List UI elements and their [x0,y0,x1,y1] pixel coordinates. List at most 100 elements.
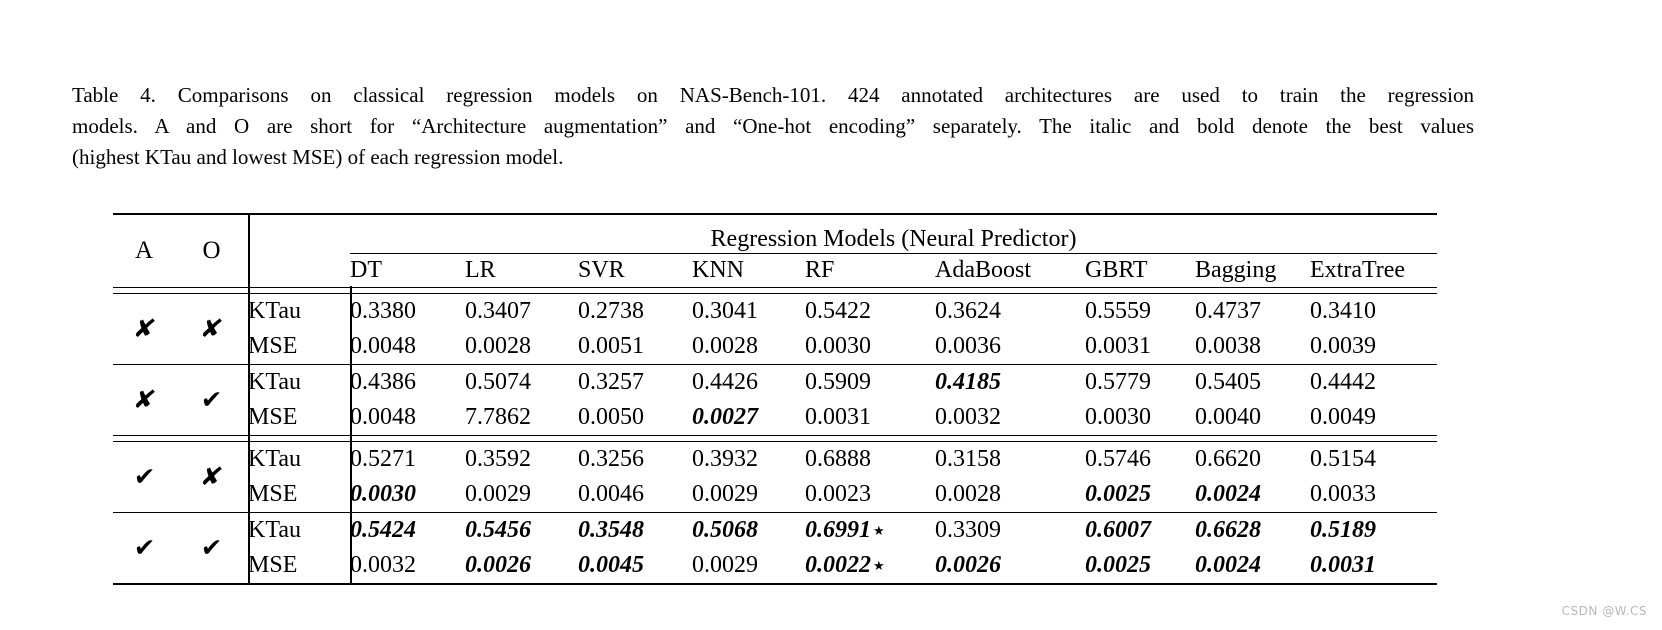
value-rf-ktau: 0.5909 [805,364,935,400]
table-header: A O Regression Models (Neural Predictor)… [113,214,1437,288]
col-header-adaboost: AdaBoost [935,257,1031,283]
caption-line-1: Table 4. Comparisons on classical regres… [72,83,1474,107]
value-lr-ktau: 0.5456 [465,512,578,548]
a-cross-icon: ✘ [113,364,175,436]
value-extratree-mse: 0.0049 [1310,404,1376,430]
value-lr-ktau: 0.3592 [465,446,531,472]
value-adaboost-ktau: 0.3158 [935,446,1001,472]
table-vertical-rule-right [350,286,352,585]
best-overall-star-icon: ★ [873,524,885,539]
value-adaboost-ktau: 0.3309 [935,512,1085,548]
value-extratree-mse: 0.0031 [1310,552,1376,578]
col-header-dt: DT [350,257,382,283]
value-lr-mse: 0.0029 [465,481,531,507]
col-header-metric-empty [248,214,350,288]
o-cross-icon: ✘ [175,294,248,365]
value-adaboost-mse: 0.0028 [935,481,1001,507]
metric-label-ktau: KTau [248,298,301,324]
value-knn-ktau: 0.4426 [692,364,805,400]
metric-label-mse: MSE [248,333,298,359]
value-lr-ktau: 0.5074 [465,364,578,400]
value-dt-ktau: 0.4386 [350,364,465,400]
value-knn-mse: 0.0029 [692,481,758,507]
value-bagging-ktau: 0.5405 [1195,364,1310,400]
col-header-o: O [202,237,221,264]
value-dt-mse: 0.0030 [350,481,416,507]
value-svr-mse: 0.0051 [578,333,644,359]
caption-line-3: (highest KTau and lowest MSE) of each re… [72,145,564,169]
table-caption: Table 4. Comparisons on classical regres… [72,80,1474,173]
value-gbrt-ktau: 0.5559 [1085,298,1151,324]
value-svr-mse: 0.0050 [578,404,644,430]
col-header-svr: SVR [578,257,625,283]
col-header-knn: KNN [692,257,744,283]
table-body: ✘ ✘ KTau 0.3380 0.3407 0.2738 0.3041 0.5422 0.36… [113,287,1437,584]
col-header-bagging: Bagging [1195,257,1277,283]
value-knn-mse: 0.0028 [692,333,758,359]
a-cross-icon: ✘ [113,294,175,365]
col-header-regression-models: Regression Models (Neural Predictor) [350,214,1437,254]
metric-label-ktau: KTau [248,446,301,472]
watermark: CSDN @W.CS [1561,604,1647,618]
value-knn-mse: 0.0027 [692,404,758,430]
value-dt-mse: 0.0048 [350,404,416,430]
value-svr-mse: 0.0045 [578,552,644,578]
value-gbrt-mse: 0.0030 [1085,404,1151,430]
value-lr-ktau: 0.3407 [465,298,531,324]
value-bagging-mse: 0.0024 [1195,481,1261,507]
value-dt-mse: 0.0032 [350,552,416,578]
value-gbrt-mse: 0.0025 [1085,481,1151,507]
results-table: A O Regression Models (Neural Predictor)… [113,213,1437,585]
value-rf-mse: 0.0023 [805,481,871,507]
value-dt-ktau: 0.5424 [350,512,465,548]
value-svr-ktau: 0.3256 [578,446,644,472]
value-rf-mse: 0.0031 [805,404,871,430]
value-svr-mse: 0.0046 [578,481,644,507]
check-icon: ✔ [132,533,156,562]
value-svr-ktau: 0.3548 [578,512,692,548]
table-vertical-rule-left [248,213,250,585]
col-header-extratree: ExtraTree [1310,257,1406,283]
value-gbrt-mse: 0.0031 [1085,333,1151,359]
best-overall-star-icon: ★ [873,559,885,574]
value-dt-ktau: 0.5271 [350,446,416,472]
caption-line-2: models. A and O are short for “Architect… [72,114,1474,138]
value-gbrt-ktau: 0.5779 [1085,364,1195,400]
value-dt-ktau: 0.3380 [350,298,416,324]
o-cross-icon: ✘ [175,442,248,513]
value-gbrt-ktau: 0.5746 [1085,446,1151,472]
value-bagging-ktau: 0.6620 [1195,446,1261,472]
cross-icon: ✘ [130,314,158,343]
col-header-gbrt: GBRT [1085,257,1148,283]
value-extratree-ktau: 0.4442 [1310,364,1437,400]
col-header-rf: RF [805,257,835,283]
value-knn-ktau: 0.3932 [692,446,758,472]
value-rf-ktau: 0.6991 ★ [805,512,935,548]
value-bagging-mse: 0.0038 [1195,333,1261,359]
results-table-wrap: A O Regression Models (Neural Predictor)… [113,213,1437,585]
metric-label-mse: MSE [248,404,298,430]
cross-icon: ✘ [130,385,158,414]
value-knn-mse: 0.0029 [692,552,758,578]
value-bagging-mse: 0.0040 [1195,404,1261,430]
value-adaboost-mse: 0.0032 [935,404,1001,430]
value-bagging-mse: 0.0024 [1195,552,1261,578]
cross-icon: ✘ [197,314,226,343]
value-rf-mse: 0.0030 [805,333,871,359]
check-icon: ✔ [200,385,223,414]
value-extratree-mse: 0.0039 [1310,333,1376,359]
col-header-lr: LR [465,257,496,283]
double-rule [113,287,1437,294]
value-gbrt-ktau: 0.6007 [1085,512,1195,548]
value-lr-mse: 0.0026 [465,552,531,578]
value-adaboost-ktau: 0.3624 [935,298,1001,324]
col-header-a: A [134,237,154,264]
check-icon: ✔ [200,533,223,562]
metric-label-mse: MSE [248,552,298,578]
o-check-icon: ✔ [175,512,248,584]
value-adaboost-mse: 0.0036 [935,333,1001,359]
value-bagging-ktau: 0.6628 [1195,512,1310,548]
check-icon: ✔ [132,462,156,491]
value-knn-ktau: 0.3041 [692,298,758,324]
model-header-row: DT LR SVR KNN RF AdaBoost GBRT Bagging ExtraTree [113,254,1437,288]
